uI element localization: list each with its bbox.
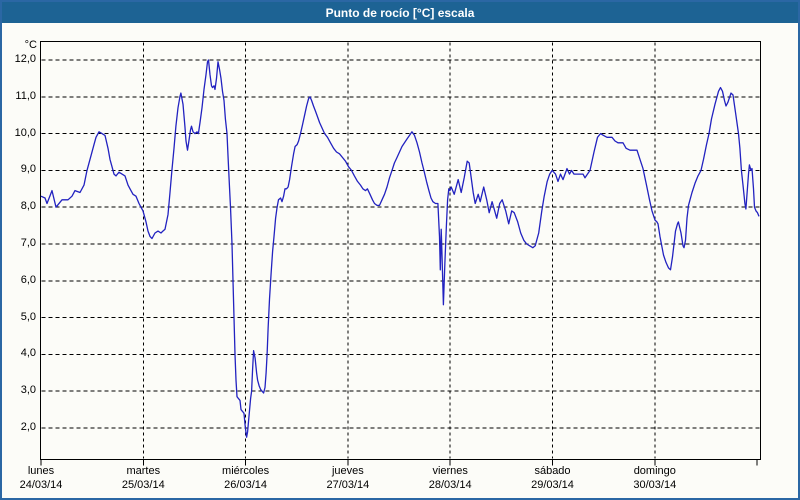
x-tick-label: lunes 24/03/14 bbox=[2, 464, 93, 492]
x-tick-weekday: sábado bbox=[534, 465, 571, 477]
y-tick-label: 11,0 bbox=[15, 89, 36, 102]
chart-title: Punto de rocío [°C] escala bbox=[325, 5, 475, 20]
x-tick-label: domingo 30/03/14 bbox=[603, 464, 707, 492]
y-tick-label: 4,0 bbox=[20, 347, 36, 360]
y-tick-label: 7,0 bbox=[20, 237, 36, 249]
y-tick-label: 9,0 bbox=[20, 163, 36, 176]
y-tick-label: 8,0 bbox=[20, 200, 36, 213]
x-tick-date: 25/03/14 bbox=[121, 479, 165, 491]
x-tick-label: miércoles 26/03/14 bbox=[194, 464, 298, 492]
plot-frame bbox=[40, 41, 761, 460]
x-tick-date: 29/03/14 bbox=[531, 479, 574, 491]
x-tick-label: jueves 27/03/14 bbox=[296, 464, 400, 492]
chart-title-bar: Punto de rocío [°C] escala bbox=[2, 2, 798, 23]
y-tick-label: 3,0 bbox=[20, 384, 36, 397]
x-tick-date: 27/03/14 bbox=[326, 479, 370, 491]
x-tick-weekday: viernes bbox=[432, 465, 468, 477]
x-tick-label: sábado 29/03/14 bbox=[501, 464, 605, 492]
y-tick-label: 12,0 bbox=[14, 53, 36, 65]
y-tick-label: 10,0 bbox=[14, 126, 36, 139]
x-tick-weekday: domingo bbox=[633, 465, 676, 477]
x-tick-weekday: martes bbox=[126, 465, 161, 477]
x-tick-date: 30/03/14 bbox=[633, 479, 677, 491]
x-tick-weekday: jueves bbox=[331, 465, 364, 477]
x-tick-weekday: lunes bbox=[27, 465, 55, 477]
y-tick-label: 6,0 bbox=[20, 273, 36, 286]
y-tick-label: 2,0 bbox=[20, 421, 36, 433]
y-tick-label: 5,0 bbox=[20, 310, 36, 323]
x-tick-label: martes 25/03/14 bbox=[91, 464, 195, 492]
x-tick-date: 24/03/14 bbox=[19, 479, 63, 491]
y-axis-unit-label: °C bbox=[24, 39, 37, 51]
x-tick-label: viernes 28/03/14 bbox=[398, 464, 502, 492]
data-line-dew-point bbox=[40, 59, 760, 438]
x-tick-date: 26/03/14 bbox=[224, 479, 267, 491]
x-tick-weekday: miércoles bbox=[222, 465, 270, 477]
x-tick-date: 28/03/14 bbox=[428, 479, 472, 491]
